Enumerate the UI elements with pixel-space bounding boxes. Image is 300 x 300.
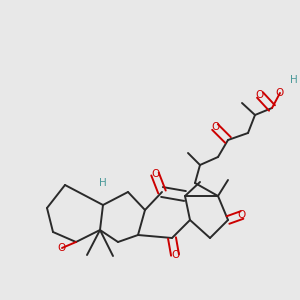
Text: O: O <box>211 122 219 132</box>
Text: O: O <box>151 169 159 179</box>
Text: H: H <box>99 178 107 188</box>
Text: O: O <box>256 90 264 100</box>
Text: O: O <box>276 88 284 98</box>
Text: H: H <box>290 75 298 85</box>
Text: O: O <box>238 210 246 220</box>
Text: O: O <box>58 243 66 253</box>
Text: O: O <box>171 250 179 260</box>
